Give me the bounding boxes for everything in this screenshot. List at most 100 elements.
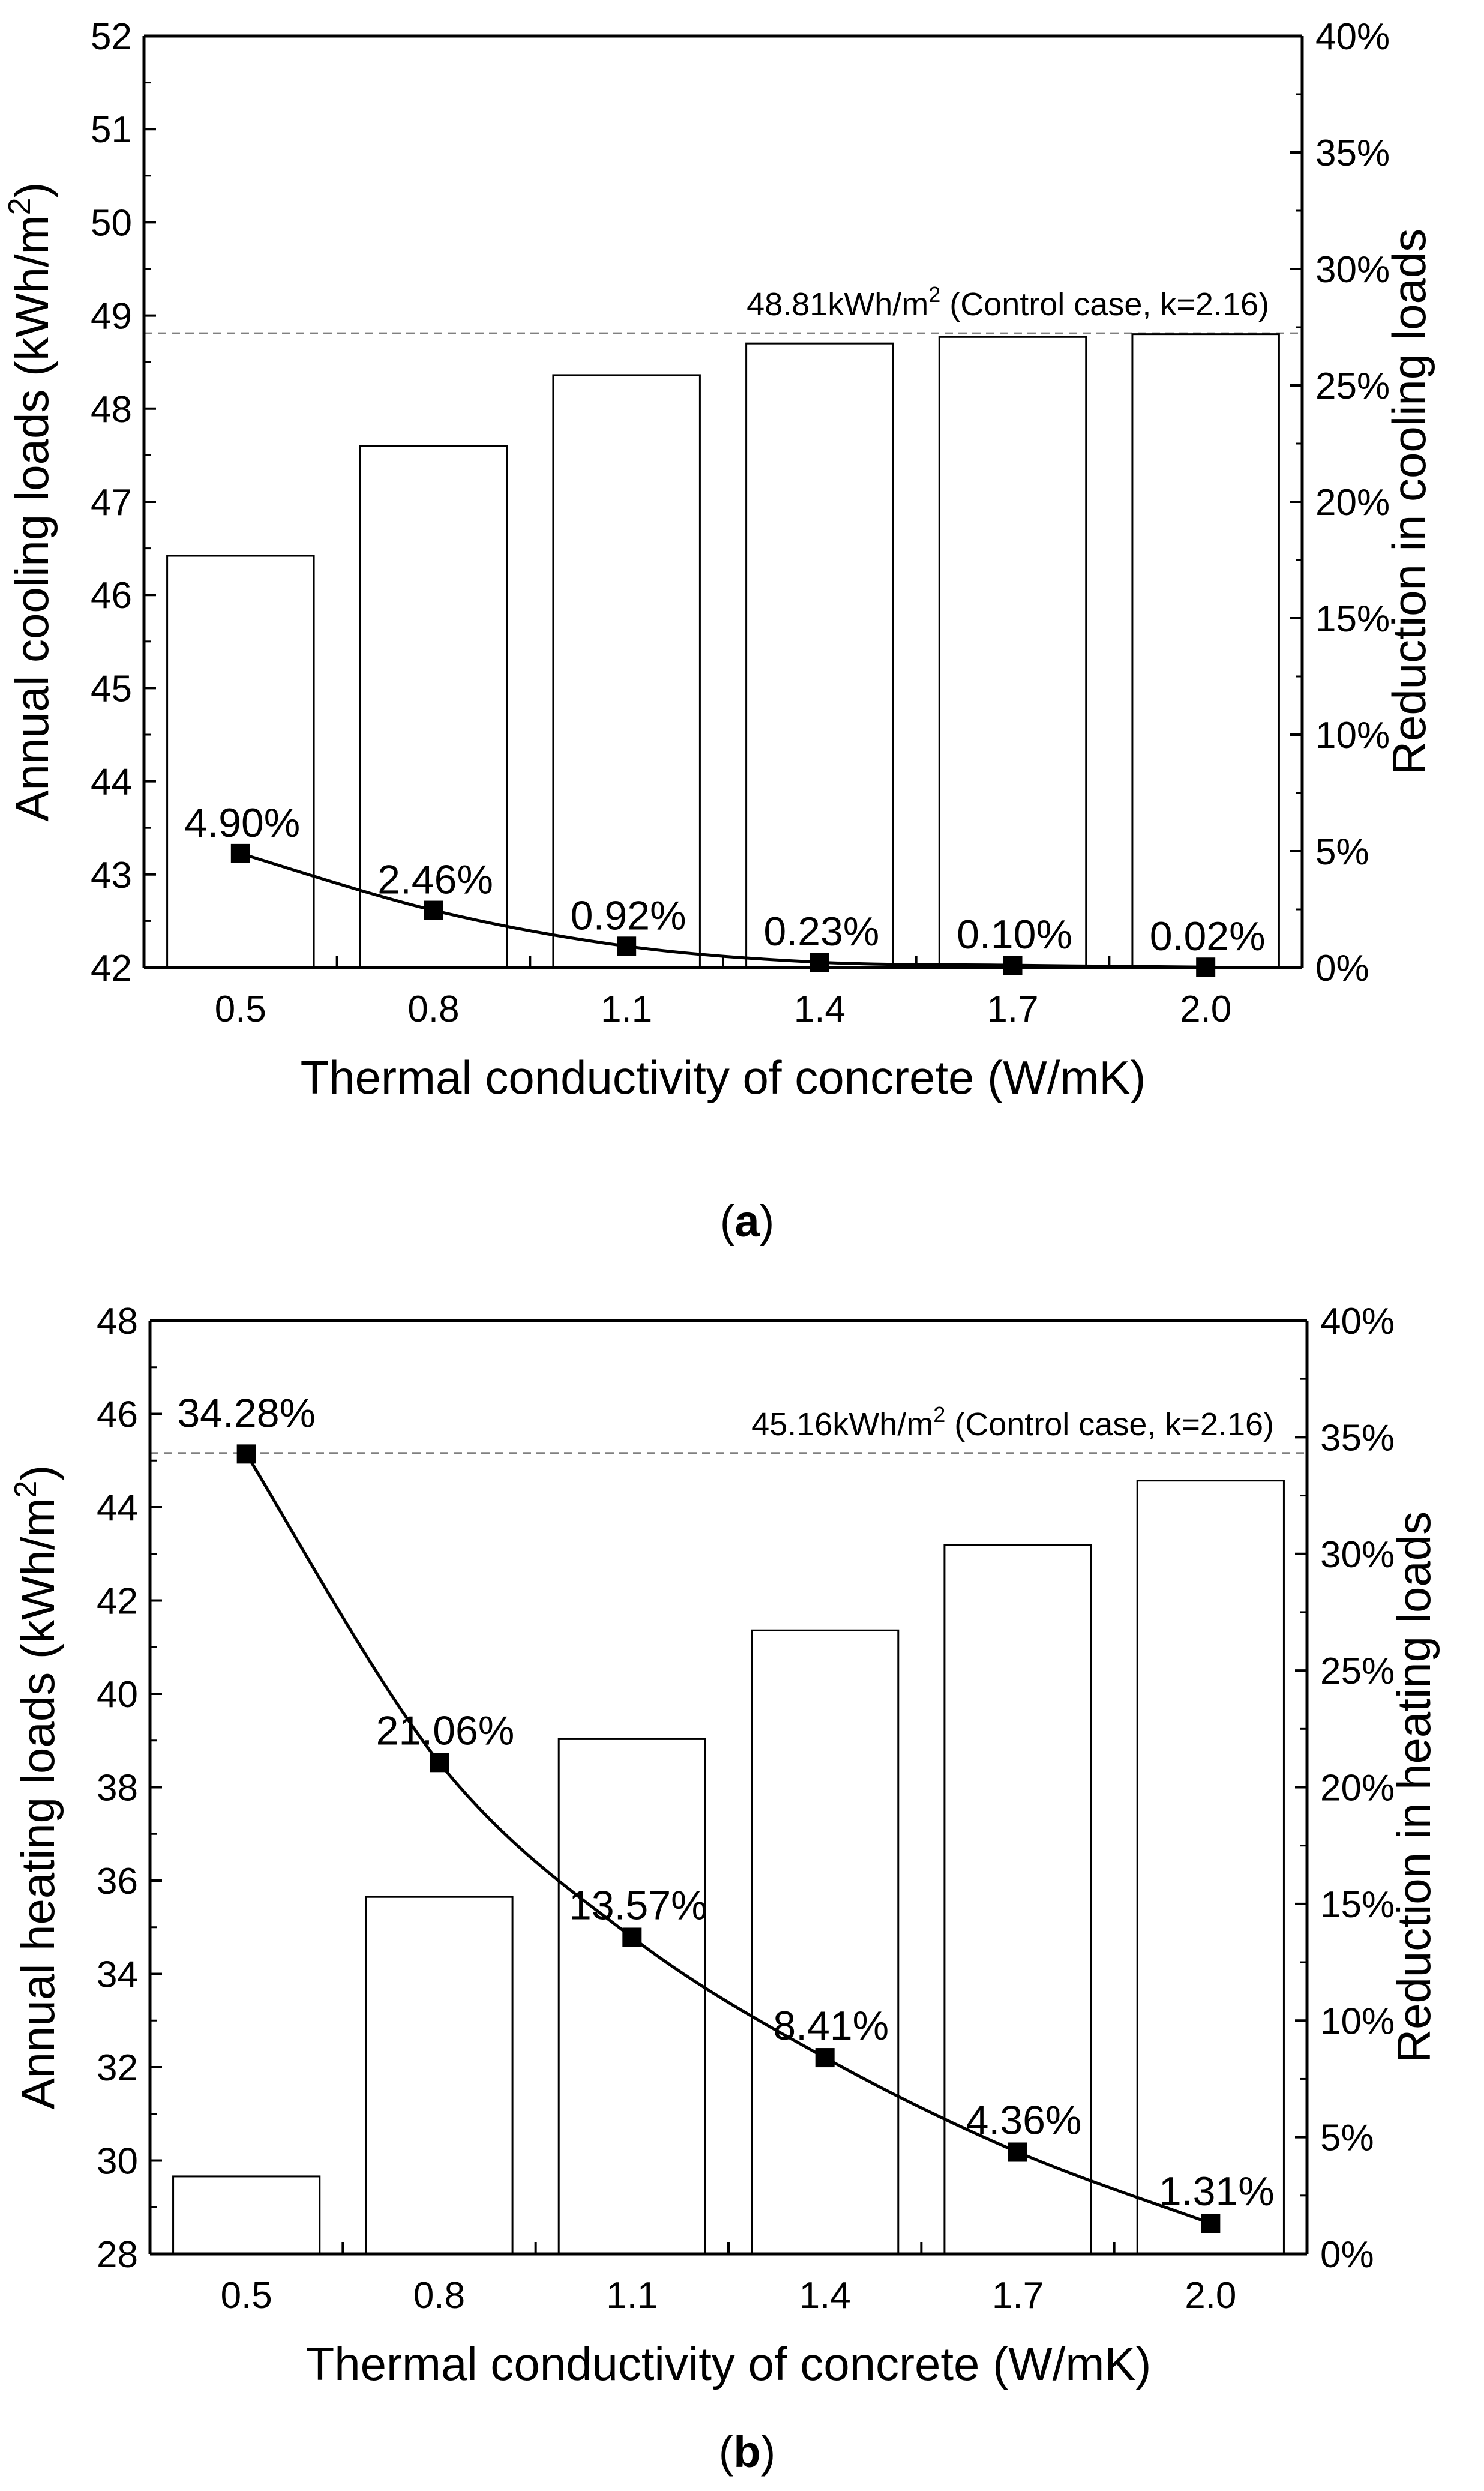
panel-b-y-tick-label-9: 46 [97, 1394, 138, 1436]
panel-a-caption-close: ) [760, 1196, 775, 1246]
panel-b-x-tick-label-5: 2.0 [1185, 2275, 1236, 2316]
panel-a-caption-letter: a [734, 1196, 760, 1246]
panel-a-y-tick-label-9: 51 [91, 109, 132, 151]
panel-b-y2-tick-label-5: 25% [1320, 1651, 1395, 1692]
panel-b-marker-3 [815, 2048, 835, 2068]
panel-a-y2-tick-label-6: 30% [1315, 249, 1390, 291]
panel-b-y-axis-title: Annual heating loads (kWh/m2) [8, 1465, 64, 2110]
panel-a-reference-label-post: (Control case, k=2.16) [940, 286, 1269, 322]
panel-b-reference-label-post: (Control case, k=2.16) [945, 1406, 1274, 1442]
panel-a-reduction-line [240, 852, 1206, 969]
panel-b-y-tick-label-7: 42 [97, 1581, 138, 1622]
panel-a-point-label-2: 0.92% [571, 893, 686, 938]
panel-b-caption: (b) [719, 2427, 776, 2477]
panel-b-reference-label-pre: 45.16kWh/m [751, 1406, 933, 1442]
panel-b-point-label-4: 4.36% [966, 2098, 1082, 2143]
panel-b-y2-tick-label-1: 5% [1320, 2118, 1374, 2159]
panel-a-bar-5 [1131, 333, 1280, 969]
panel-a-y-tick-label-2: 44 [91, 762, 132, 803]
panel-b-y-tick-label-10: 48 [97, 1301, 138, 1342]
panel-b-y-axis-title-end: ) [11, 1465, 64, 1481]
panel-b-bar-2 [557, 1738, 706, 2255]
panel-a-point-label-1: 2.46% [377, 857, 493, 903]
panel-a-y-tick-label-1: 43 [91, 855, 132, 896]
panel-b-y2-tick-label-6: 30% [1320, 1534, 1395, 1576]
panel-b-y-tick-label-1: 30 [97, 2141, 138, 2182]
panel-b-y2-tick-label-7: 35% [1320, 1417, 1395, 1459]
panel-b-y2-axis-title: Reduction in heating loads [1387, 1511, 1440, 2063]
panel-a-marker-2 [617, 936, 637, 956]
panel-b-reduction-line [245, 1453, 1212, 2225]
panel-b-y-tick-label-6: 40 [97, 1674, 138, 1715]
panel-b-y-tick-label-8: 44 [97, 1487, 138, 1529]
panel-b-y2-tick-label-8: 40% [1320, 1301, 1395, 1342]
panel-a-y-axis-title-end: ) [5, 182, 58, 197]
panel-b-reference-label: 45.16kWh/m2 (Control case, k=2.16) [751, 1402, 1274, 1442]
panel-b-marker-0 [236, 1444, 256, 1464]
panel-a-y2-tick-label-8: 40% [1315, 16, 1390, 58]
panel-b-x-tick-label-3: 1.4 [799, 2275, 851, 2316]
panel-a-reference-label-pre: 48.81kWh/m [747, 286, 928, 322]
panel-b-reference-label-sup: 2 [933, 1402, 945, 1427]
panel-a-caption-open: ( [720, 1196, 735, 1246]
panel-a-y2-tick-label-2: 10% [1315, 715, 1390, 756]
panel-a-y2-tick-label-4: 20% [1315, 482, 1390, 523]
panel-a-marker-0 [230, 843, 250, 863]
panel-b-caption-letter: b [733, 2427, 760, 2477]
panel-a-bar-2 [552, 374, 701, 969]
panel-a-y-tick-label-6: 48 [91, 389, 132, 430]
panel-a-point-label-0: 4.90% [184, 800, 300, 846]
panel-b-y2-tick-label-4: 20% [1320, 1768, 1395, 1809]
panel-a-x-tick-label-5: 2.0 [1180, 989, 1231, 1030]
panel-b-x-tick-label-2: 1.1 [606, 2275, 658, 2316]
panel-b-y-tick-label-0: 28 [97, 2234, 138, 2276]
panel-b-y-tick-label-2: 32 [97, 2047, 138, 2089]
panel-a-y2-axis-title: Reduction in cooling loads [1383, 229, 1435, 776]
panel-a-point-label-3: 0.23% [763, 909, 879, 954]
panel-b-y2-tick-label-3: 15% [1320, 1884, 1395, 1926]
panel-b-y-tick-label-3: 34 [97, 1954, 138, 1996]
panel-b-bar-1 [365, 1896, 514, 2255]
panel-a-y2-tick-label-1: 5% [1315, 831, 1369, 873]
panel-b-x-tick-label-0: 0.5 [221, 2275, 272, 2316]
panel-a-x-tick-label-0: 0.5 [215, 989, 266, 1030]
panel-a-y-axis-title-sup: 2 [2, 197, 37, 215]
panel-a-y2-tick-label-0: 0% [1315, 948, 1369, 989]
panel-b-point-label-1: 21.06% [376, 1708, 515, 1753]
panel-b-y-tick-label-4: 36 [97, 1861, 138, 1902]
panel-a-caption: (a) [720, 1196, 774, 1246]
panel-b-point-label-2: 13.57% [569, 1882, 707, 1928]
panel-a-bar-0 [166, 555, 315, 969]
panel-a-marker-4 [1003, 956, 1023, 975]
panel-a-y-tick-label-8: 50 [91, 202, 132, 244]
panel-b-x-tick-label-4: 1.7 [992, 2275, 1044, 2316]
panel-a-y-tick-label-7: 49 [91, 296, 132, 337]
panel-a-point-label-5: 0.02% [1150, 914, 1266, 959]
panel-a-y-tick-label-10: 52 [91, 16, 132, 58]
panel-a-point-label-4: 0.10% [957, 912, 1072, 957]
panel-a-x-tick-label-3: 1.4 [794, 989, 846, 1030]
panel-b-y-tick-label-5: 38 [97, 1768, 138, 1809]
panel-a-x-axis-title: Thermal conductivity of concrete (W/mK) [301, 1051, 1146, 1104]
panel-a-x-tick-label-4: 1.7 [987, 989, 1038, 1030]
panel-b-marker-1 [430, 1753, 449, 1773]
panel-a-y-axis-title-main: Annual cooling loads (kWh/m [5, 215, 58, 821]
panel-a-y-tick-label-5: 47 [91, 482, 132, 523]
panel-b-marker-5 [1201, 2214, 1221, 2233]
panel-a-y-tick-label-0: 42 [91, 948, 132, 989]
panel-b-bar-4 [943, 1544, 1092, 2255]
panel-a-y2-tick-label-5: 25% [1315, 366, 1390, 407]
panel-b-bar-0 [172, 2175, 321, 2255]
panel-a-x-tick-label-2: 1.1 [601, 989, 652, 1030]
panel-a-y-tick-label-4: 46 [91, 575, 132, 616]
panel-a-x-tick-label-1: 0.8 [407, 989, 459, 1030]
panel-a-bar-4 [938, 336, 1087, 969]
panel-b-marker-4 [1008, 2142, 1027, 2162]
panel-a-y-tick-label-3: 45 [91, 668, 132, 709]
panel-b-caption-open: ( [719, 2427, 734, 2477]
panel-a-bar-1 [359, 445, 508, 969]
panel-a-y2-tick-label-7: 35% [1315, 133, 1390, 174]
panel-b-y-axis-title-sup: 2 [8, 1481, 43, 1498]
panel-b-y2-tick-label-0: 0% [1320, 2234, 1374, 2276]
